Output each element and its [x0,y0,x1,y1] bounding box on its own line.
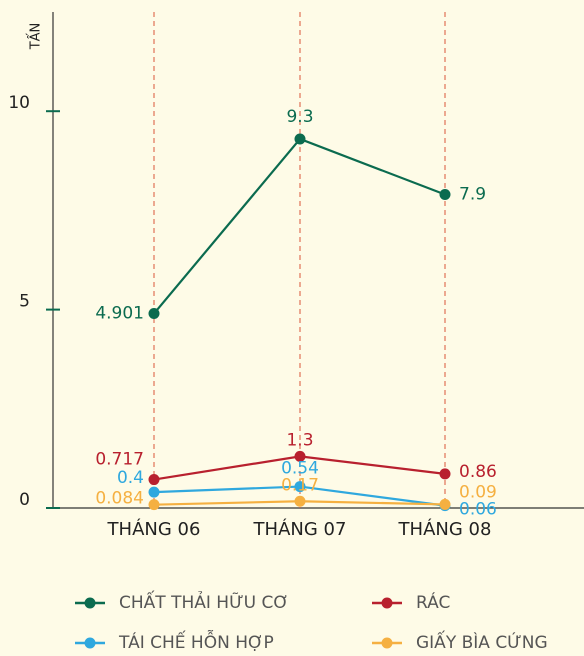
legend-marker [381,597,393,609]
legend-marker [84,597,96,609]
point [294,133,306,145]
data-label: 0.09 [459,482,497,502]
y-tick-label: 0 [19,490,30,510]
point [294,495,306,507]
x-tick-label: THÁNG 08 [398,518,492,540]
point [148,474,160,486]
legend-label: RÁC [416,591,450,613]
legend-marker [381,637,393,649]
x-tick-label: THÁNG 06 [107,518,201,540]
legend-label: GIẤY BÌA CỨNG [416,629,548,653]
point [439,189,451,201]
point [294,450,306,462]
y-axis-label: TẤN [27,23,44,51]
data-label: 0.86 [459,462,497,482]
point [148,308,160,320]
y-tick-label: 5 [19,292,30,312]
data-label: 0.084 [95,489,144,509]
point [294,481,306,493]
data-label: 0.4 [117,468,144,488]
y-tick-label: 10 [8,93,30,113]
legend-label: TÁI CHẾ HỖN HỢP [118,629,274,653]
data-label: 9.3 [286,107,313,127]
x-tick-label: THÁNG 07 [253,518,347,540]
data-label: 0.06 [459,500,497,520]
data-label: 7.9 [459,185,486,205]
point [148,499,160,511]
data-label: 4.901 [95,304,144,324]
data-label: 0.54 [281,459,319,479]
legend-label: CHẤT THẢI HỮU CƠ [119,589,289,613]
data-label: 0.717 [95,450,144,470]
legend-marker [84,637,96,649]
data-label: 1.3 [286,430,313,450]
data-label: 0.17 [281,475,319,495]
point [439,468,451,480]
point [148,486,160,498]
point [439,498,451,510]
